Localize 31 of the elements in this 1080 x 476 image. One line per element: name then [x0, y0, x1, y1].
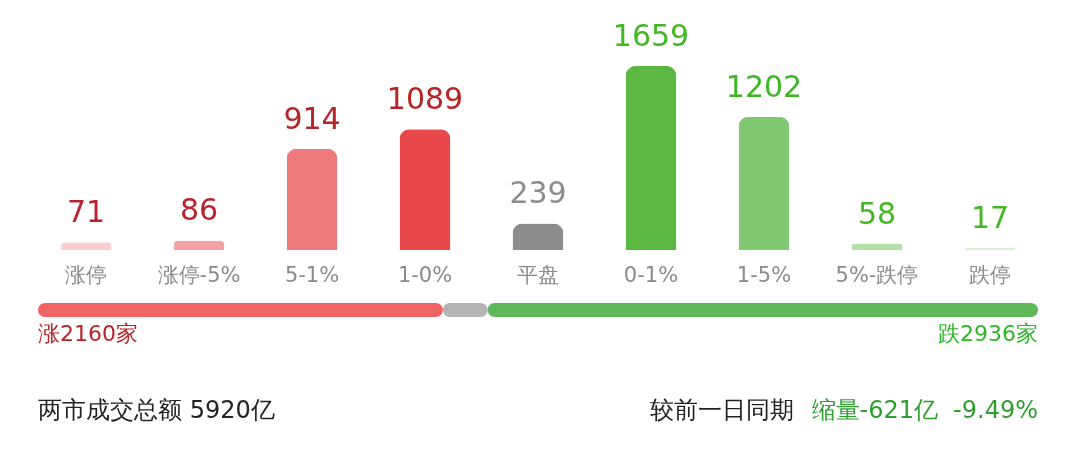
x-tick-label: 1-5%: [736, 262, 792, 287]
data-label: 86: [179, 192, 219, 228]
bar: [286, 148, 338, 250]
x-tick-label: 0-1%: [623, 262, 679, 287]
x-tick-label: 涨停-5%: [157, 262, 241, 287]
text: 两市成交总额 5920亿: [38, 396, 275, 424]
data-label: 跌2936家: [938, 321, 1038, 346]
data-label: 1089: [386, 81, 464, 117]
bar: [512, 223, 564, 250]
x-tick-label: 涨停: [65, 262, 108, 287]
data-label: 58: [857, 195, 897, 231]
x-tick-label: 跌停: [968, 262, 1011, 287]
x-tick-label: 平盘: [517, 262, 559, 287]
bar: [173, 240, 225, 250]
data-label: 71: [66, 194, 106, 230]
text: -9.49%: [953, 396, 1038, 424]
x-tick-label: 1-0%: [397, 262, 453, 287]
data-label: 17: [970, 200, 1010, 236]
data-label: 1202: [725, 68, 803, 104]
data-label: 239: [509, 175, 567, 211]
data-label: 914: [283, 100, 341, 136]
bar: [399, 129, 451, 250]
text: 缩量-621亿: [811, 396, 938, 424]
x-tick-label: 5-1%: [284, 262, 340, 287]
bar: [851, 243, 903, 250]
bar: [738, 116, 790, 250]
data-label: 1659: [612, 18, 690, 53]
x-tick-label: 5%-跌停: [835, 262, 919, 287]
data-label: 涨2160家: [38, 321, 138, 346]
bar: [625, 66, 677, 250]
text: 较前一日同期: [650, 396, 794, 424]
